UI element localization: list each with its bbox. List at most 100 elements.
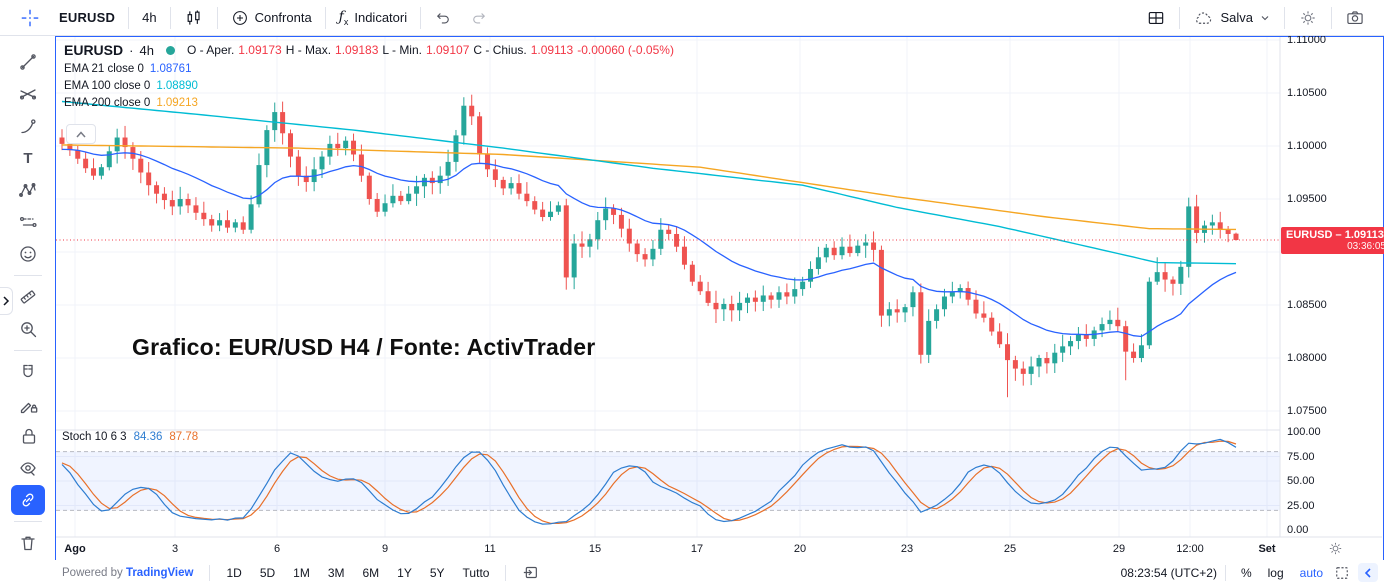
pattern-tool-icon — [18, 183, 36, 197]
top-toolbar: EURUSD 4h Confronta ƒx Indicatori — [0, 0, 1384, 36]
range-button-6M[interactable]: 6M — [362, 565, 380, 580]
link-drawings-tool-button[interactable] — [10, 485, 45, 515]
legend-ema200-row[interactable]: EMA 200 close 0 1.09213 — [64, 97, 674, 109]
collapse-legend-button[interactable] — [66, 124, 96, 144]
powered-by[interactable]: Powered by TradingView — [62, 566, 194, 579]
ema21-label: EMA 21 close 0 — [64, 63, 144, 75]
text-tool-icon: T — [23, 150, 32, 167]
range-button-1D[interactable]: 1D — [226, 565, 242, 580]
save-button[interactable]: Salva — [1184, 5, 1280, 31]
undo-icon — [437, 12, 449, 23]
range-button-Tutto[interactable]: Tutto — [462, 565, 490, 580]
undo-button[interactable] — [425, 5, 461, 31]
redo-icon — [473, 12, 486, 23]
range-buttons: 1D 5D 1M 3M 6M 1Y 5Y Tutto — [218, 564, 497, 582]
camera-icon — [1347, 10, 1363, 24]
cloud-save-icon — [1196, 11, 1212, 24]
legend-symbol[interactable]: EURUSD — [64, 42, 124, 58]
range-button-3M[interactable]: 3M — [327, 565, 345, 580]
go-to-date-button[interactable] — [514, 563, 547, 582]
forecast-tool-icon — [19, 216, 37, 228]
hide-drawings-tool-icon — [19, 462, 36, 476]
hide-drawings-tool-button[interactable] — [11, 453, 45, 483]
trendline-tool-button[interactable] — [11, 47, 45, 77]
pattern-tool-button[interactable] — [11, 175, 45, 205]
indicators-label: Indicatori — [354, 9, 408, 25]
indicators-button[interactable]: ƒx Indicatori — [330, 4, 416, 31]
compare-plus-icon — [232, 10, 247, 25]
chevron-left-icon — [1364, 567, 1371, 578]
range-button-5D[interactable]: 5D — [259, 565, 276, 580]
range-button-1Y[interactable]: 1Y — [397, 565, 412, 580]
chevron-down-icon — [1261, 15, 1269, 20]
ema100-label: EMA 100 close 0 — [64, 80, 151, 92]
snapshot-button[interactable] — [1336, 4, 1374, 32]
candles-icon — [187, 10, 200, 25]
gear-icon — [1329, 542, 1342, 555]
ruler-tool-icon — [20, 290, 35, 304]
chevron-up-icon — [76, 130, 86, 137]
zoom-in-tool-icon — [20, 322, 36, 338]
legend-ema21-row[interactable]: EMA 21 close 0 1.08761 — [64, 63, 674, 75]
drawing-toolbar: T — [0, 36, 55, 560]
redo-button[interactable] — [461, 5, 497, 31]
brush-tool-icon — [20, 119, 36, 134]
tradingview-link: TradingView — [125, 566, 194, 579]
range-button-5Y[interactable]: 5Y — [429, 565, 445, 580]
svg-text:T: T — [23, 150, 32, 167]
fx-icon: ƒx — [338, 9, 349, 27]
brush-tool-button[interactable] — [11, 111, 45, 141]
ema200-label: EMA 200 close 0 — [64, 97, 151, 109]
toolbar-divider — [13, 350, 42, 351]
crosshair-icon — [21, 9, 39, 26]
trash-tool-button[interactable] — [11, 528, 45, 558]
symbol-button[interactable]: EURUSD — [50, 6, 124, 29]
expand-left-panel-tab[interactable] — [0, 287, 13, 315]
text-tool-button[interactable]: T — [11, 143, 45, 173]
fib-tool-icon — [19, 89, 36, 100]
zoom-in-tool-button[interactable] — [11, 314, 45, 344]
interval-button[interactable]: 4h — [133, 6, 165, 29]
fullscreen-button[interactable] — [1332, 564, 1352, 582]
trash-tool-icon — [20, 536, 35, 551]
settings-button[interactable] — [1289, 4, 1327, 32]
interval-label: 4h — [142, 10, 157, 25]
symbol-label: EURUSD — [59, 10, 116, 25]
layout-button[interactable] — [1137, 4, 1175, 32]
magnet-tool-button[interactable] — [11, 357, 45, 387]
auto-scale-button[interactable]: auto — [1299, 565, 1323, 580]
maximize-icon — [1336, 566, 1348, 579]
emoji-tool-button[interactable] — [11, 239, 45, 269]
forecast-tool-button[interactable] — [11, 207, 45, 237]
settings-gear-icon — [1301, 10, 1315, 25]
log-scale-button[interactable]: log — [1267, 565, 1284, 580]
bottom-toolbar: Powered by TradingView 1D 5D 1M 3M 6M 1Y 5Y Tut… — [0, 560, 1384, 585]
emoji-tool-icon — [19, 246, 36, 262]
clock[interactable]: 08:23:54 (UTC+2) — [1120, 565, 1217, 580]
compare-button[interactable]: Confronta — [222, 5, 321, 31]
ema21-value: 1.08761 — [149, 63, 192, 75]
magnet-tool-icon — [22, 364, 33, 378]
collapse-footer-tab[interactable] — [1358, 563, 1378, 582]
legend-ema100-row[interactable]: EMA 100 close 0 1.08890 — [64, 80, 674, 92]
chart-style-button[interactable] — [175, 4, 213, 32]
toolbar-divider — [13, 275, 42, 276]
go-to-date-icon — [524, 566, 538, 579]
range-button-1M[interactable]: 1M — [293, 565, 310, 580]
ruler-tool-button[interactable] — [11, 282, 45, 312]
ema200-value: 1.09213 — [156, 97, 198, 109]
draw-lock-tool-icon — [20, 402, 37, 414]
timezone-settings-button[interactable] — [1327, 540, 1344, 557]
percent-scale-button[interactable]: % — [1240, 565, 1252, 580]
chevron-right-icon — [3, 296, 10, 306]
crosshair-tool-button[interactable] — [10, 3, 50, 33]
compare-label: Confronta — [254, 10, 312, 25]
draw-lock-tool-button[interactable] — [11, 389, 45, 419]
fib-tool-button[interactable] — [11, 79, 45, 109]
lock-tool-icon — [22, 428, 35, 444]
legend-interval[interactable]: 4h — [139, 42, 154, 58]
toolbar-divider — [13, 521, 42, 522]
lock-tool-button[interactable] — [11, 421, 45, 451]
